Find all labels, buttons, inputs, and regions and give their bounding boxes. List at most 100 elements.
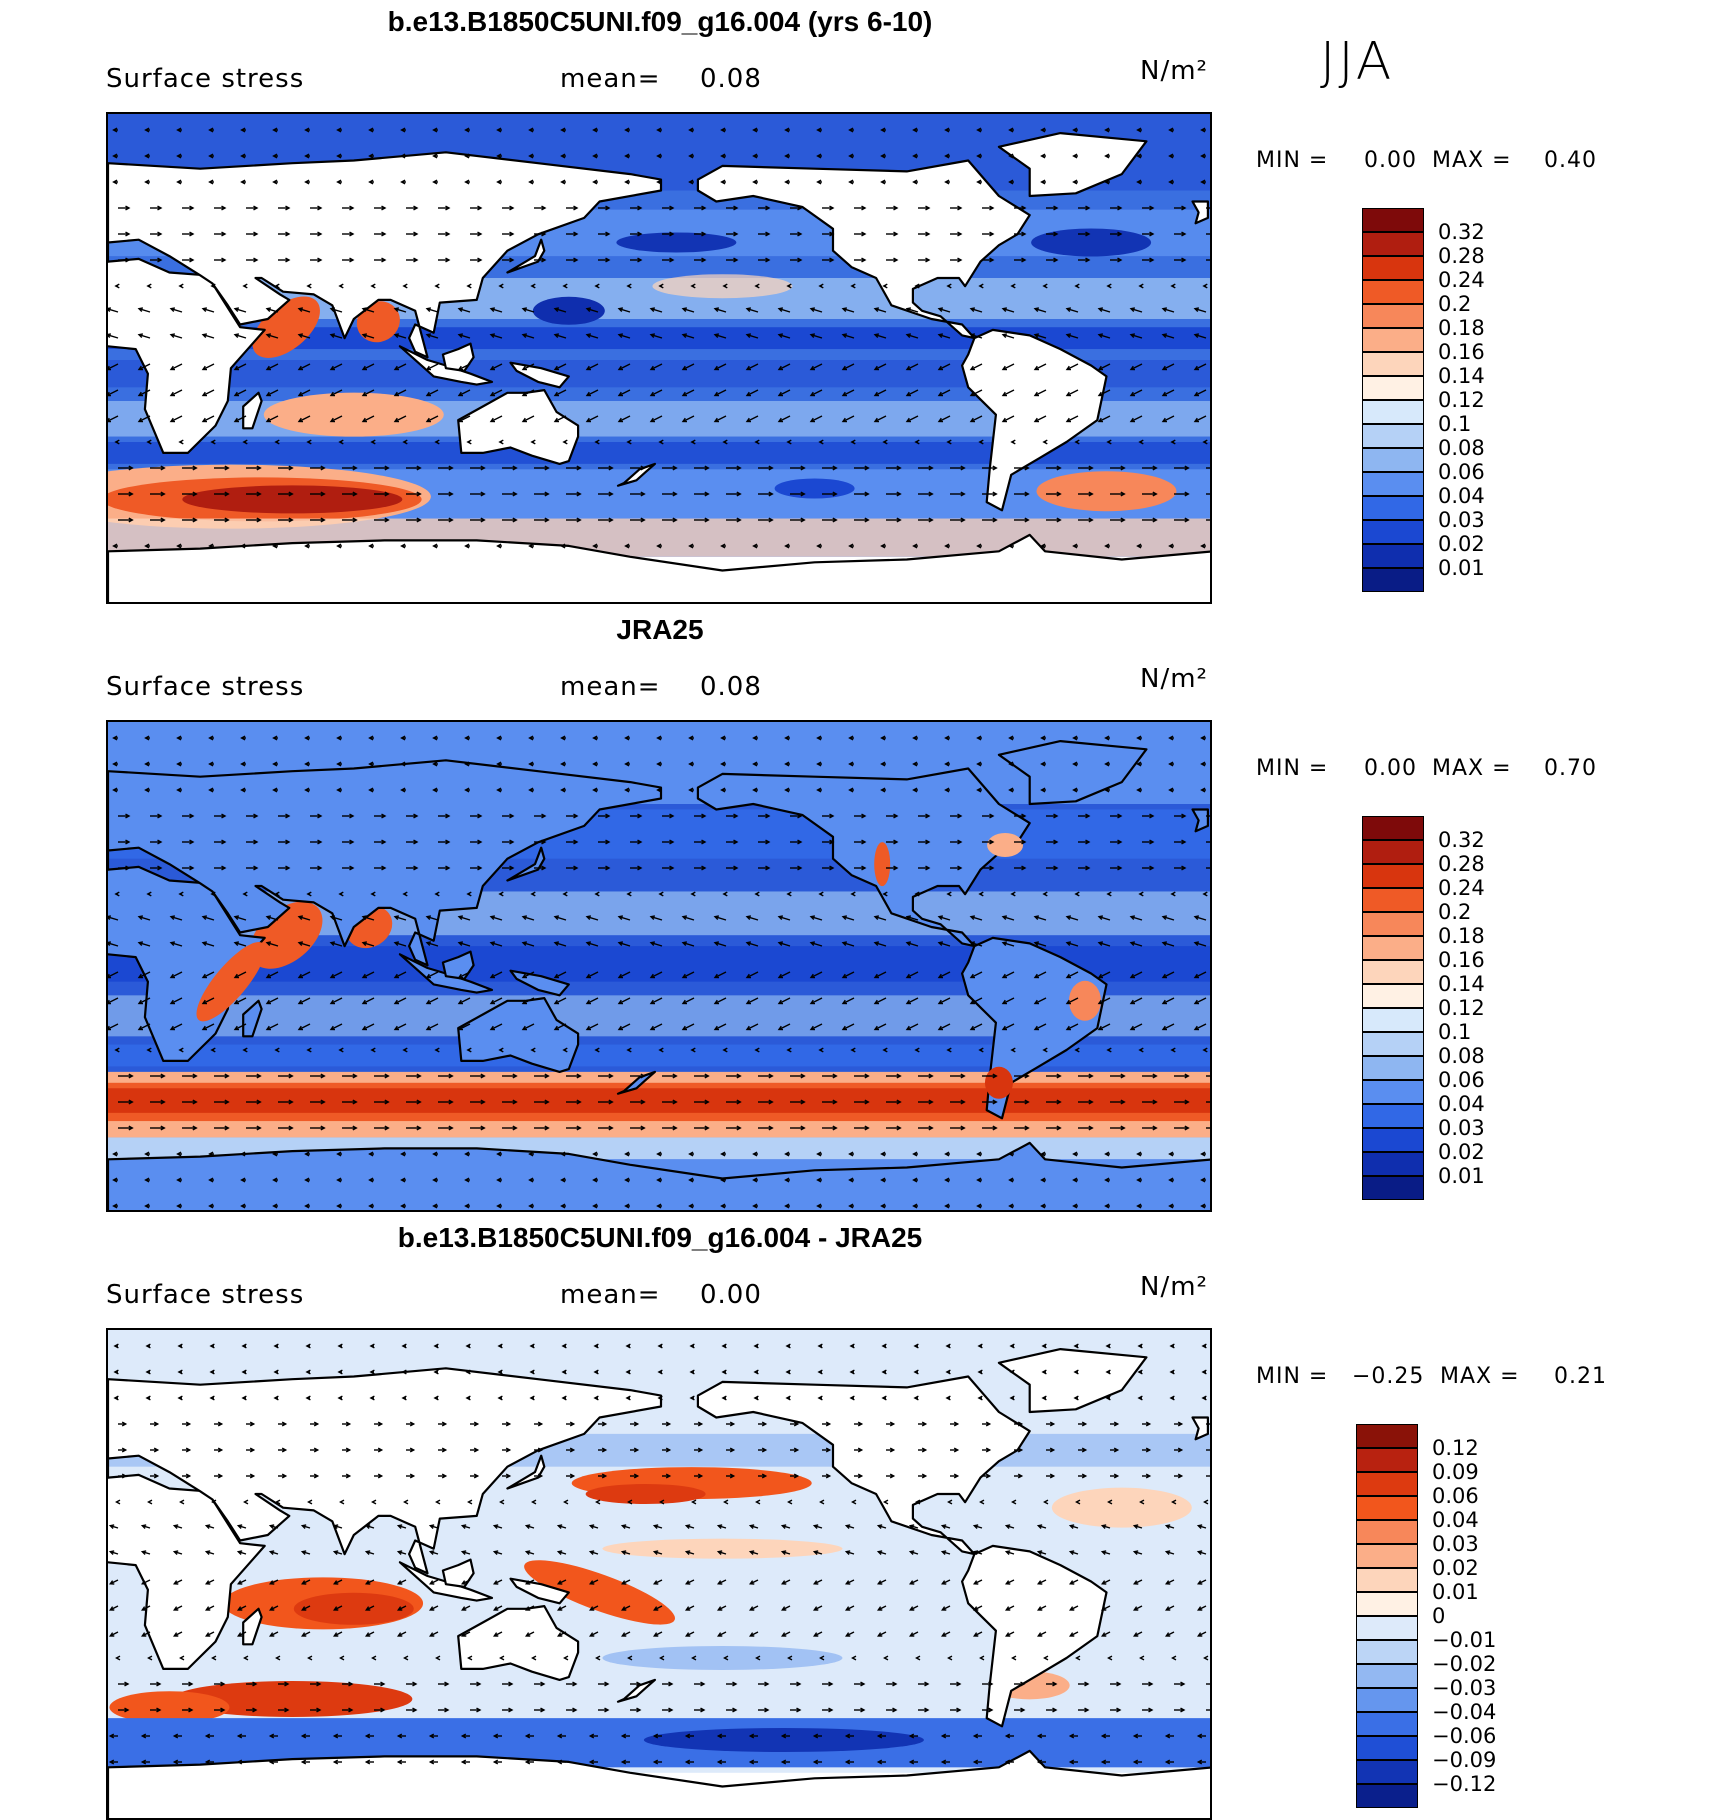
colorbar-tick-label: 0.01 xyxy=(1438,556,1485,580)
colorbar-swatch xyxy=(1362,328,1424,352)
colorbar-tick-label: 0.01 xyxy=(1438,1164,1485,1188)
colorbar-swatch xyxy=(1362,984,1424,1008)
colorbar-tick-label: 0.24 xyxy=(1438,876,1485,900)
colorbar-swatch xyxy=(1362,544,1424,568)
variable-label: Surface stress xyxy=(106,672,305,702)
colorbar-swatch xyxy=(1362,400,1424,424)
colorbar-tick-label: 0.16 xyxy=(1438,340,1485,364)
units-label: N/m² xyxy=(1140,1272,1208,1302)
panel-title: b.e13.B1850C5UNI.f09_g16.004 - JRA25 xyxy=(397,1222,923,1253)
map-panel xyxy=(106,112,1212,604)
colorbar-tick-label: 0.04 xyxy=(1432,1508,1479,1532)
colorbar-swatch xyxy=(1362,376,1424,400)
colorbar-tick-label: 0.1 xyxy=(1438,412,1472,436)
colorbar-swatch xyxy=(1362,496,1424,520)
mean-label: mean= xyxy=(560,64,661,94)
colorbar-swatch xyxy=(1362,472,1424,496)
colorbar-tick-label: 0.04 xyxy=(1438,484,1485,508)
colorbar-tick-label: 0.08 xyxy=(1438,436,1485,460)
colorbar-swatch xyxy=(1362,1104,1424,1128)
variable-label: Surface stress xyxy=(106,64,305,94)
min-label: MIN = xyxy=(1256,1364,1329,1389)
colorbar-swatch xyxy=(1356,1784,1418,1808)
colorbar-tick-label: 0 xyxy=(1432,1604,1446,1628)
colorbar-swatch xyxy=(1362,1152,1424,1176)
colorbar-tick-label: 0.09 xyxy=(1432,1460,1479,1484)
colorbar-tick-label: 0.2 xyxy=(1438,900,1472,924)
colorbar-tick-label: 0.02 xyxy=(1438,532,1485,556)
colorbar-swatch xyxy=(1362,912,1424,936)
colorbar-swatch xyxy=(1356,1544,1418,1568)
colorbar-swatch xyxy=(1362,424,1424,448)
colorbar-swatch xyxy=(1362,840,1424,864)
panel-title: b.e13.B1850C5UNI.f09_g16.004 (yrs 6-10) xyxy=(387,6,933,37)
colorbar-tick-label: 0.01 xyxy=(1432,1580,1479,1604)
colorbar-tick-label: 0.06 xyxy=(1432,1484,1479,1508)
map-plot xyxy=(108,722,1210,1210)
colorbar-tick-label: 0.06 xyxy=(1438,460,1485,484)
mean-label: mean= xyxy=(560,672,661,702)
colorbar-swatch xyxy=(1362,280,1424,304)
colorbar-tick-label: 0.02 xyxy=(1432,1556,1479,1580)
colorbar: 0.12 0.09 0.06 0.04 0.03 0.02 0.01 0 −0.01 −0.02 −… xyxy=(1356,1424,1516,1810)
max-label: MAX = xyxy=(1440,1364,1520,1389)
colorbar-swatch xyxy=(1356,1760,1418,1784)
min-value: 0.00 xyxy=(1364,148,1417,173)
min-label: MIN = xyxy=(1256,756,1329,781)
map-plot xyxy=(108,1330,1210,1818)
colorbar-swatch xyxy=(1362,304,1424,328)
colorbar-tick-label: 0.24 xyxy=(1438,268,1485,292)
units-label: N/m² xyxy=(1140,664,1208,694)
colorbar-swatch xyxy=(1356,1472,1418,1496)
colorbar-swatch xyxy=(1356,1520,1418,1544)
wind-vectors xyxy=(108,1343,1210,1765)
mean-label: mean= xyxy=(560,1280,661,1310)
colorbar-swatch xyxy=(1362,208,1424,232)
max-label: MAX = xyxy=(1432,756,1512,781)
max-value: 0.70 xyxy=(1544,756,1597,781)
map-panel xyxy=(106,1328,1212,1820)
colorbar-swatch xyxy=(1362,1176,1424,1200)
colorbar-swatch xyxy=(1362,1056,1424,1080)
field-layer xyxy=(108,1330,1210,1818)
colorbar-tick-label: 0.04 xyxy=(1438,1092,1485,1116)
colorbar-tick-label: −0.01 xyxy=(1432,1628,1497,1652)
colorbar-swatch xyxy=(1356,1568,1418,1592)
min-value: −0.25 xyxy=(1352,1364,1425,1389)
colorbar-swatch xyxy=(1362,352,1424,376)
field-layer xyxy=(108,114,1210,602)
field-layer xyxy=(108,722,1210,1210)
colorbar-tick-label: 0.28 xyxy=(1438,244,1485,268)
colorbar-swatch xyxy=(1362,448,1424,472)
colorbar: 0.32 0.28 0.24 0.2 0.18 0.16 0.14 0.12 0.1 0.08 0.… xyxy=(1362,816,1522,1202)
max-label: MAX = xyxy=(1432,148,1512,173)
colorbar-swatch xyxy=(1362,936,1424,960)
colorbar-tick-label: 0.03 xyxy=(1438,508,1485,532)
colorbar-swatch xyxy=(1362,1080,1424,1104)
colorbar-tick-label: 0.12 xyxy=(1438,996,1485,1020)
variable-label: Surface stress xyxy=(106,1280,305,1310)
colorbar-tick-label: 0.32 xyxy=(1438,220,1485,244)
map-plot xyxy=(108,114,1210,602)
colorbar-tick-label: 0.16 xyxy=(1438,948,1485,972)
colorbar-swatch xyxy=(1356,1664,1418,1688)
colorbar-swatch xyxy=(1356,1496,1418,1520)
map-panel xyxy=(106,720,1212,1212)
colorbar-swatch xyxy=(1356,1712,1418,1736)
min-label: MIN = xyxy=(1256,148,1329,173)
colorbar-tick-label: −0.02 xyxy=(1432,1652,1497,1676)
colorbar-tick-label: 0.06 xyxy=(1438,1068,1485,1092)
colorbar-tick-label: 0.12 xyxy=(1432,1436,1479,1460)
max-value: 0.21 xyxy=(1554,1364,1607,1389)
colorbar-tick-label: 0.03 xyxy=(1432,1532,1479,1556)
mean-value: 0.00 xyxy=(700,1280,762,1310)
panel-title: JRA25 xyxy=(616,614,704,645)
colorbar-swatch xyxy=(1362,232,1424,256)
colorbar-tick-label: −0.12 xyxy=(1432,1772,1497,1796)
colorbar-swatch xyxy=(1362,1128,1424,1152)
colorbar-tick-label: 0.08 xyxy=(1438,1044,1485,1068)
colorbar-swatch xyxy=(1362,864,1424,888)
colorbar-tick-label: 0.03 xyxy=(1438,1116,1485,1140)
colorbar-tick-label: 0.12 xyxy=(1438,388,1485,412)
colorbar-swatch xyxy=(1362,1008,1424,1032)
